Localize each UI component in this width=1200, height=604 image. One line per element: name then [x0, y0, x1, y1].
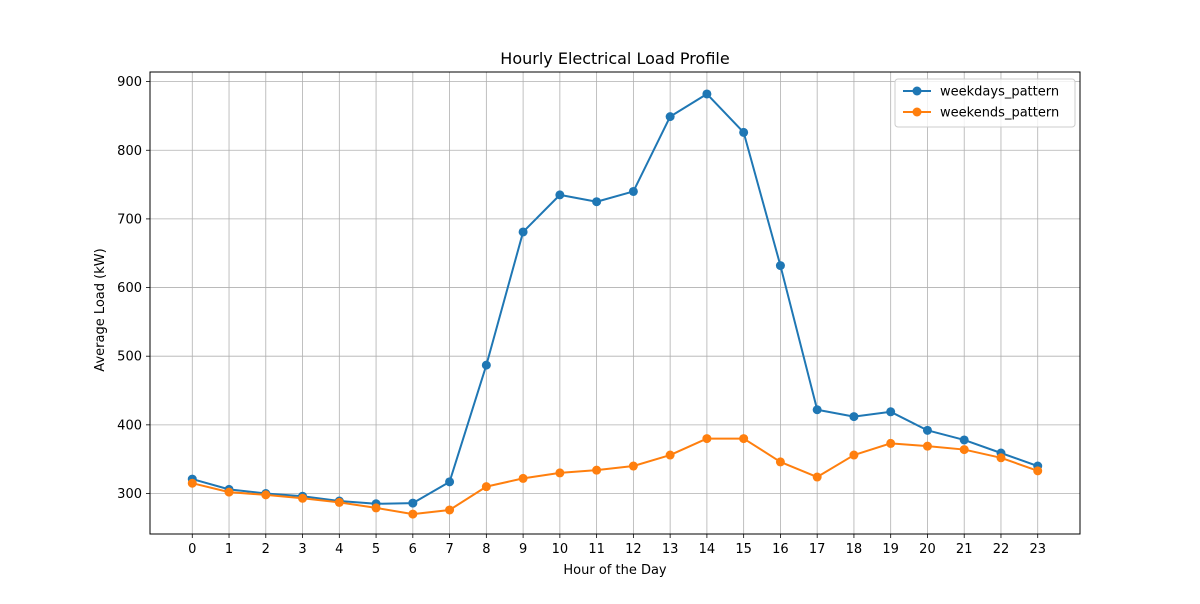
- data-point: [922, 441, 932, 451]
- plot-frame: [149, 71, 1081, 535]
- x-tick-label: 12: [625, 542, 642, 557]
- axes: 0 1 2 3 4 5 6 7 8 9 10 11 12 13 14 15 16 17 18 19 20 21 22 2330…: [117, 71, 1081, 557]
- data-point: [628, 461, 638, 471]
- x-tick-label: 14: [699, 542, 716, 557]
- data-point: [481, 482, 491, 492]
- data-point: [665, 112, 675, 122]
- data-point: [775, 261, 785, 271]
- x-tick-label: 2: [262, 542, 270, 557]
- data-point: [702, 434, 712, 444]
- y-tick-label: 300: [117, 487, 142, 502]
- data-point: [849, 412, 859, 422]
- x-tick-label: 7: [445, 542, 453, 557]
- x-tick-label: 20: [919, 542, 936, 557]
- data-point: [775, 457, 785, 467]
- data-point: [922, 425, 932, 435]
- x-tick-label: 8: [482, 542, 490, 557]
- data-point: [959, 435, 969, 445]
- legend-label: weekdays_pattern: [940, 85, 1059, 100]
- data-point: [665, 450, 675, 460]
- data-point: [849, 450, 859, 460]
- data-point: [298, 493, 308, 503]
- x-tick-label: 9: [519, 542, 527, 557]
- data-point: [445, 477, 455, 487]
- x-tick-label: 4: [335, 542, 343, 557]
- data-point: [518, 473, 528, 483]
- legend-swatch-marker: [912, 107, 922, 117]
- data-point: [812, 405, 822, 415]
- x-tick-label: 1: [225, 542, 233, 557]
- chart-title: Hourly Electrical Load Profile: [500, 49, 729, 68]
- x-tick-label: 3: [298, 542, 306, 557]
- series-layer: [187, 89, 1043, 519]
- x-tick-label: 17: [809, 542, 826, 557]
- y-tick-label: 900: [117, 75, 142, 90]
- grid: [150, 72, 1080, 534]
- x-tick-label: 19: [882, 542, 899, 557]
- data-point: [555, 190, 565, 200]
- data-point: [518, 227, 528, 237]
- data-point: [334, 497, 344, 507]
- legend-box: [894, 78, 1076, 128]
- x-tick-label: 11: [588, 542, 605, 557]
- x-tick-label: 13: [662, 542, 679, 557]
- y-tick-label: 800: [117, 144, 142, 159]
- data-point: [812, 472, 822, 482]
- data-point: [628, 186, 638, 196]
- data-point: [702, 89, 712, 99]
- legend-item: weekdays_pattern: [903, 85, 1059, 100]
- x-tick-label: 5: [372, 542, 380, 557]
- x-tick-label: 16: [772, 542, 789, 557]
- legend: weekdays_pattern weekends_pattern: [894, 78, 1076, 128]
- data-point: [187, 478, 197, 488]
- x-tick-label: 15: [735, 542, 752, 557]
- data-point: [261, 490, 271, 500]
- data-point: [224, 487, 234, 497]
- y-tick-label: 400: [117, 418, 142, 433]
- data-point: [592, 197, 602, 207]
- y-tick-label: 600: [117, 281, 142, 296]
- data-point: [408, 498, 418, 508]
- x-tick-label: 6: [409, 542, 417, 557]
- data-point: [592, 465, 602, 475]
- x-tick-label: 23: [1029, 542, 1046, 557]
- data-point: [959, 445, 969, 455]
- y-axis-label: Average Load (kW): [93, 248, 108, 371]
- data-point: [886, 407, 896, 417]
- x-tick-label: 22: [993, 542, 1010, 557]
- series-weekends_pattern: [187, 434, 1043, 519]
- data-point: [1033, 466, 1043, 476]
- data-point: [408, 509, 418, 519]
- y-tick-label: 500: [117, 350, 142, 365]
- x-tick-label: 0: [188, 542, 196, 557]
- data-point: [555, 468, 565, 478]
- x-axis-label: Hour of the Day: [563, 563, 667, 578]
- legend-item: weekends_pattern: [903, 106, 1059, 121]
- data-point: [445, 505, 455, 515]
- series-line: [192, 437, 1039, 516]
- y-tick-label: 700: [117, 212, 142, 227]
- data-point: [371, 503, 381, 513]
- data-point: [739, 127, 749, 137]
- series-line: [192, 92, 1039, 505]
- data-point: [996, 453, 1006, 463]
- x-tick-label: 10: [552, 542, 569, 557]
- x-tick-label: 18: [846, 542, 863, 557]
- data-point: [739, 434, 749, 444]
- legend-label: weekends_pattern: [940, 106, 1059, 121]
- legend-swatch-marker: [912, 86, 922, 96]
- data-point: [481, 360, 491, 370]
- data-point: [886, 438, 896, 448]
- x-tick-label: 21: [956, 542, 973, 557]
